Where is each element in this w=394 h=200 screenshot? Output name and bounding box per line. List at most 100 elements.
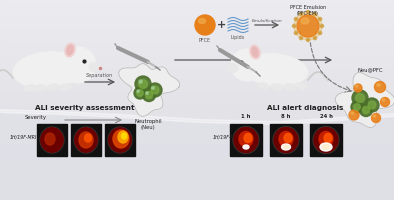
Bar <box>0 66 394 70</box>
Polygon shape <box>119 64 180 116</box>
Bar <box>0 26 394 30</box>
Ellipse shape <box>281 144 290 150</box>
Bar <box>0 73 394 77</box>
Ellipse shape <box>60 84 72 90</box>
Circle shape <box>60 47 96 83</box>
Ellipse shape <box>243 54 307 86</box>
Bar <box>0 3 394 7</box>
Bar <box>0 160 394 163</box>
Circle shape <box>352 90 368 106</box>
Circle shape <box>137 90 143 96</box>
Ellipse shape <box>279 132 293 146</box>
Ellipse shape <box>108 127 132 153</box>
Ellipse shape <box>295 83 307 89</box>
Text: 8 h: 8 h <box>281 114 291 119</box>
Bar <box>0 90 394 93</box>
Bar <box>0 126 394 130</box>
Ellipse shape <box>373 115 376 117</box>
Bar <box>105 124 135 156</box>
Circle shape <box>314 12 316 15</box>
Bar <box>0 63 394 67</box>
Bar <box>0 133 394 137</box>
Circle shape <box>297 15 319 37</box>
Ellipse shape <box>284 134 292 142</box>
Ellipse shape <box>113 130 129 148</box>
Bar <box>0 83 394 87</box>
Text: 1H/19F-MRI: 1H/19F-MRI <box>10 134 37 140</box>
Bar <box>0 6 394 10</box>
Circle shape <box>152 86 154 89</box>
Ellipse shape <box>41 128 63 152</box>
Ellipse shape <box>121 133 126 139</box>
Bar <box>0 33 394 37</box>
Bar <box>0 70 394 73</box>
Bar <box>0 76 394 80</box>
Text: PFCE Emulsion
(PFC-EM): PFCE Emulsion (PFC-EM) <box>290 5 326 16</box>
Bar <box>310 124 342 156</box>
Ellipse shape <box>109 128 131 152</box>
Bar <box>0 186 394 190</box>
Ellipse shape <box>301 18 309 24</box>
Ellipse shape <box>271 84 283 90</box>
Circle shape <box>143 88 156 102</box>
Bar <box>0 130 394 133</box>
Bar <box>0 140 394 143</box>
Bar <box>0 36 394 40</box>
Bar <box>0 93 394 97</box>
Bar <box>0 23 394 27</box>
Bar <box>0 103 394 107</box>
Ellipse shape <box>84 134 91 142</box>
Bar <box>0 53 394 57</box>
Circle shape <box>307 38 310 42</box>
Circle shape <box>365 98 379 112</box>
Bar <box>0 106 394 110</box>
Circle shape <box>354 84 362 92</box>
Ellipse shape <box>320 143 332 151</box>
Circle shape <box>299 37 303 40</box>
Ellipse shape <box>109 128 131 152</box>
Text: +: + <box>217 20 227 30</box>
Circle shape <box>139 80 147 88</box>
Text: PFCE: PFCE <box>199 38 211 43</box>
Ellipse shape <box>65 43 75 57</box>
Circle shape <box>294 31 297 34</box>
Bar <box>0 166 394 170</box>
Circle shape <box>372 114 381 122</box>
Ellipse shape <box>322 145 330 149</box>
Ellipse shape <box>47 84 59 90</box>
Text: Emulsification: Emulsification <box>252 19 282 22</box>
Bar <box>0 156 394 160</box>
Ellipse shape <box>283 145 289 149</box>
Ellipse shape <box>314 128 338 152</box>
Ellipse shape <box>313 127 339 154</box>
Circle shape <box>307 10 310 14</box>
Ellipse shape <box>284 84 296 90</box>
Bar <box>0 110 394 113</box>
Ellipse shape <box>250 45 260 59</box>
Bar <box>0 46 394 50</box>
Ellipse shape <box>89 62 101 72</box>
Ellipse shape <box>355 85 358 87</box>
Ellipse shape <box>351 112 354 114</box>
Bar <box>0 113 394 117</box>
Text: Neutrophil
(Neu): Neutrophil (Neu) <box>134 119 162 130</box>
Circle shape <box>294 18 297 21</box>
Bar <box>0 120 394 123</box>
Bar <box>0 40 394 43</box>
Circle shape <box>381 98 390 106</box>
Ellipse shape <box>273 127 299 154</box>
Bar <box>0 116 394 120</box>
Circle shape <box>354 104 360 110</box>
Text: Separation: Separation <box>86 73 113 78</box>
Text: 24 h: 24 h <box>320 114 333 119</box>
Circle shape <box>135 76 151 92</box>
Ellipse shape <box>257 83 269 89</box>
Ellipse shape <box>13 52 83 88</box>
Circle shape <box>368 101 376 109</box>
Circle shape <box>148 83 162 97</box>
Bar <box>0 96 394 100</box>
Bar <box>270 124 302 156</box>
Bar <box>0 49 394 53</box>
Ellipse shape <box>227 64 238 72</box>
Bar <box>0 146 394 150</box>
